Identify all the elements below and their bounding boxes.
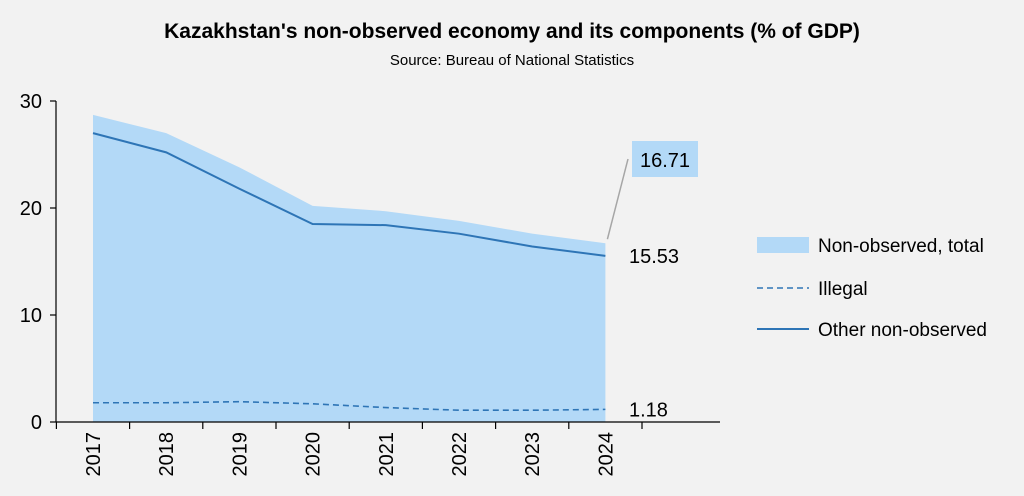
x-tick-label-2024: 2024 <box>595 432 617 477</box>
legend-label-non-observed-total: Non-observed, total <box>818 236 984 257</box>
y-tick-label-20: 20 <box>20 198 42 220</box>
x-tick-label-2021: 2021 <box>376 432 398 477</box>
annotation-label-illegal: 1.18 <box>629 399 668 421</box>
line-series-illegal <box>93 400 606 412</box>
y-tick-label-0: 0 <box>31 412 42 434</box>
x-tick-label-2018: 2018 <box>156 432 178 477</box>
x-tick-label-2023: 2023 <box>522 432 544 477</box>
y-tick-label-10: 10 <box>20 305 42 327</box>
legend-label-other-non-observed: Other non-observed <box>818 320 987 341</box>
legend-label-illegal: Illegal <box>818 279 868 300</box>
x-tick-label-2022: 2022 <box>449 432 471 477</box>
chart-title: Kazakhstan's non-observed economy and it… <box>164 20 860 43</box>
annotation-label-other: 15.53 <box>629 246 679 268</box>
chart-subtitle: Source: Bureau of National Statistics <box>389 52 635 69</box>
x-tick-label-2017: 2017 <box>83 432 105 477</box>
x-tick-label-2019: 2019 <box>229 432 251 477</box>
line-series-other-non-observed <box>92 132 606 257</box>
x-tick-label-2020: 2020 <box>303 432 325 477</box>
annotation-box-total <box>632 141 698 177</box>
legend-swatch-total <box>757 237 809 253</box>
area-series-non-observed-total <box>93 114 606 422</box>
y-tick-label-30: 30 <box>20 91 42 113</box>
annotation-leader-line <box>606 158 629 240</box>
annotation-label-total: 16.71 <box>640 150 690 172</box>
